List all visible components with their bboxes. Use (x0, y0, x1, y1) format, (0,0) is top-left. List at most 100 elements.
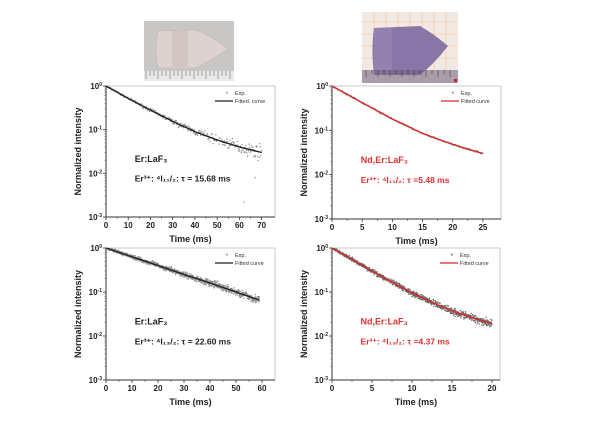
exp-point (411, 294, 413, 296)
exp-point (368, 269, 370, 272)
exp-point (222, 288, 224, 290)
exp-point (146, 108, 148, 110)
exp-point (447, 310, 449, 312)
exp-point (228, 291, 230, 293)
exp-point (130, 97, 132, 99)
exp-point (203, 283, 206, 285)
exp-point (432, 301, 434, 303)
exp-point (247, 147, 249, 149)
exp-point (228, 147, 230, 149)
x-tick-label: 0 (330, 384, 335, 393)
x-tick-label: 20 (146, 221, 155, 230)
exp-point (196, 276, 198, 278)
exp-point (214, 280, 216, 282)
exp-point (188, 127, 190, 129)
exp-point (238, 290, 240, 292)
exp-point (255, 145, 258, 147)
exp-point (486, 320, 488, 322)
exp-point (204, 283, 206, 285)
fitted-curve (331, 247, 493, 325)
exp-point (129, 257, 132, 259)
exp-point (463, 318, 465, 320)
exp-point (243, 297, 245, 299)
exp-point (238, 294, 240, 296)
exp-point (231, 137, 234, 140)
exp-point (473, 315, 475, 317)
exp-point (222, 290, 225, 292)
x-tick-label: 20 (488, 384, 497, 393)
exp-point (239, 150, 241, 152)
exp-point (474, 322, 477, 324)
exp-point (236, 140, 238, 143)
exp-point (156, 265, 159, 267)
exp-point (362, 263, 364, 265)
exp-point (206, 283, 208, 285)
exp-point (175, 274, 177, 276)
legend-fit-label: Fitted curve (235, 261, 264, 267)
exp-point (197, 276, 199, 278)
exp-point (454, 308, 456, 310)
exp-point (352, 257, 354, 259)
exp-point (382, 112, 384, 114)
exp-point (180, 272, 182, 274)
exp-point (251, 298, 254, 301)
exp-point (371, 271, 374, 273)
exp-point (177, 126, 179, 129)
exp-point (445, 304, 447, 306)
exp-point (240, 152, 242, 154)
x-axis-label: Time (ms) (395, 236, 437, 246)
exp-point (117, 252, 119, 254)
exp-point (455, 310, 457, 312)
exp-point (258, 142, 261, 145)
exp-point (252, 148, 254, 150)
exp-point (430, 299, 432, 302)
exp-point (146, 259, 149, 262)
exp-point (398, 287, 400, 289)
exp-point (451, 142, 453, 144)
exp-point (357, 263, 359, 265)
exp-point (354, 258, 356, 261)
exp-point (199, 277, 201, 280)
exp-point (339, 251, 341, 253)
exp-point (398, 282, 400, 285)
exp-point (110, 87, 112, 89)
exp-point (416, 296, 418, 298)
exp-point (407, 288, 409, 290)
exp-point (447, 304, 449, 307)
exp-point (441, 305, 443, 307)
exp-point (165, 268, 167, 270)
exp-point (439, 306, 441, 309)
exp-point (182, 276, 184, 278)
exp-point (426, 298, 428, 300)
exp-point (239, 296, 242, 299)
exp-point (432, 298, 434, 301)
exp-point (199, 131, 201, 133)
exp-point (168, 269, 170, 271)
exp-point (171, 118, 173, 121)
exp-point (215, 285, 218, 288)
exp-point (142, 258, 144, 261)
exp-point (118, 250, 120, 252)
exp-point (194, 280, 196, 282)
exp-point (385, 277, 387, 279)
exp-point (480, 152, 482, 155)
exp-point (465, 317, 468, 319)
exp-point (212, 281, 214, 283)
exp-point (206, 133, 209, 135)
exp-point (115, 249, 117, 252)
exp-point (490, 318, 492, 321)
chart-panel-top-right: 0 5 10 15 20 25 100 10-1 10-2 10-3 Time (ms) Normal… (299, 82, 502, 246)
exp-point (154, 261, 156, 263)
exp-point (126, 253, 129, 255)
exp-point (164, 115, 166, 117)
legend-fit-label: Fitted. curve (235, 99, 265, 105)
exp-point (454, 308, 456, 310)
exp-point (334, 250, 336, 252)
exp-point (186, 274, 189, 276)
exp-point (435, 301, 437, 304)
exp-point (162, 117, 164, 119)
exp-point (229, 139, 231, 142)
exp-point (200, 131, 202, 133)
exp-point (489, 325, 491, 327)
exp-point (386, 278, 388, 280)
